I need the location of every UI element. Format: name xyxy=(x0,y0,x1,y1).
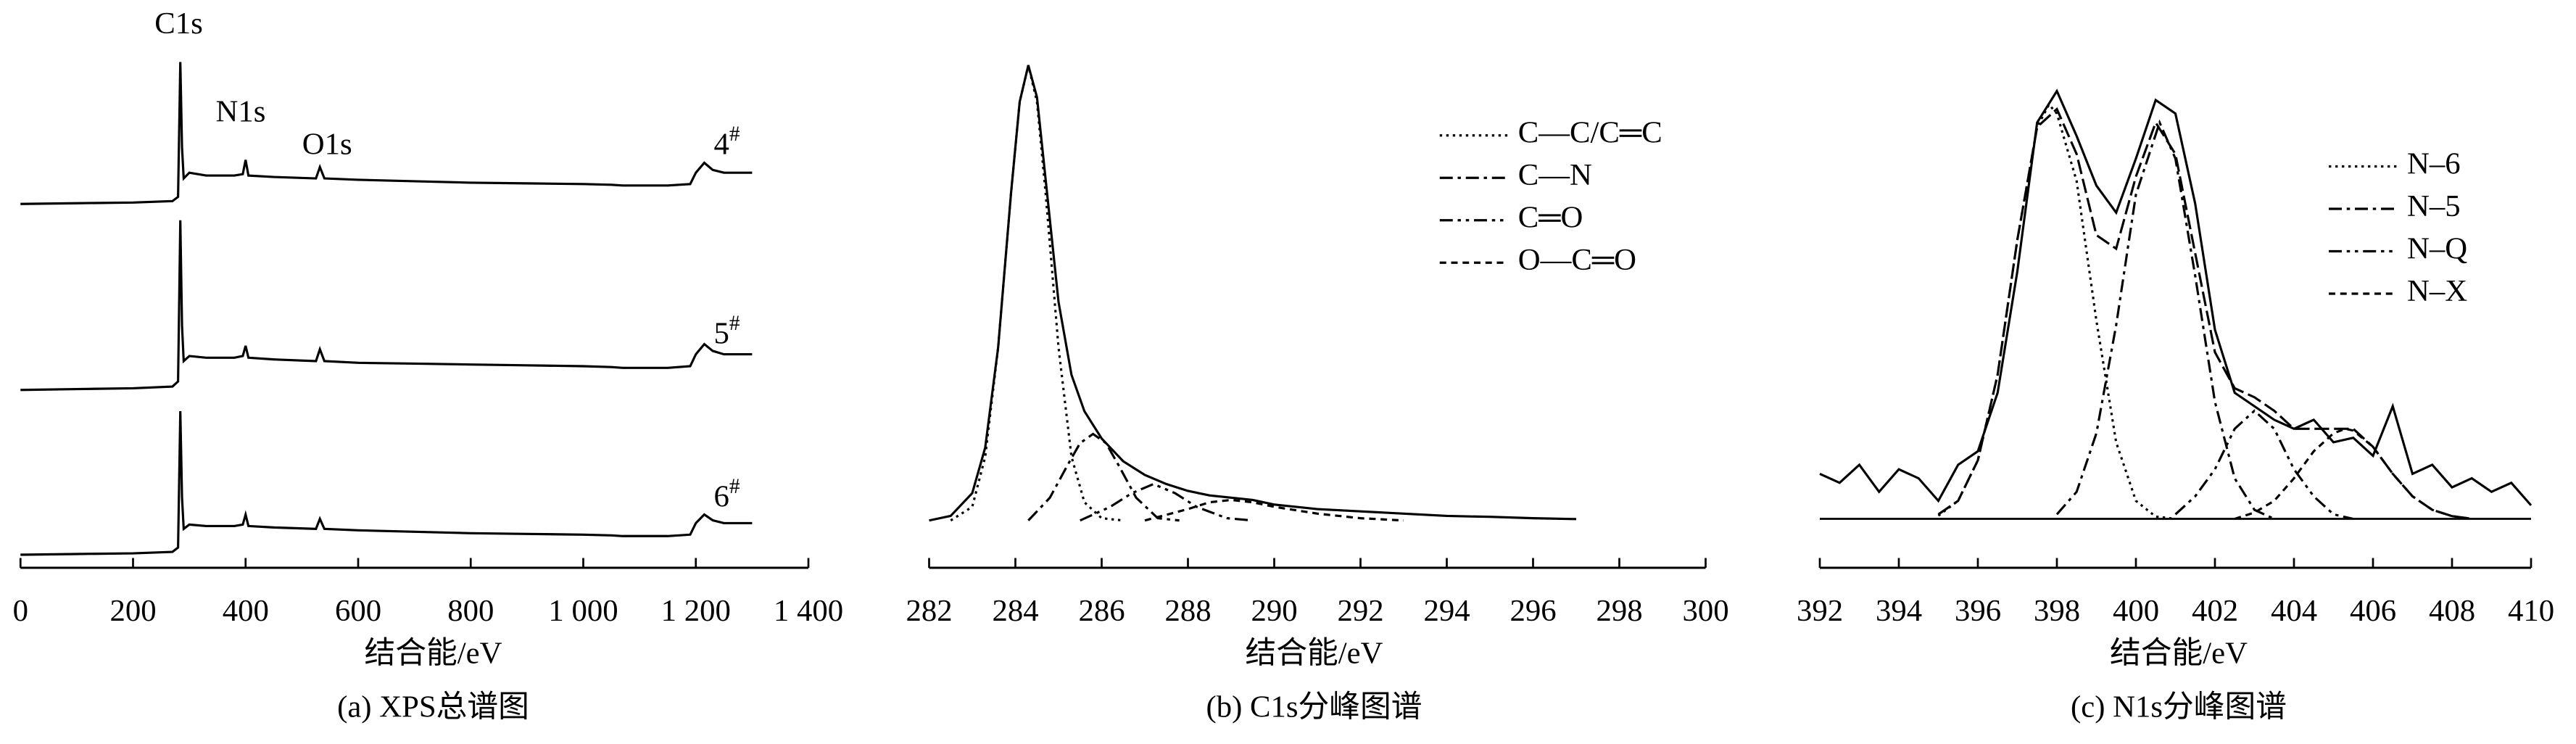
caption: (c) N1s分峰图谱 xyxy=(2071,690,2287,724)
x-tick-label: 402 xyxy=(2192,594,2238,628)
spectrum-line xyxy=(20,410,753,556)
spectrum-line xyxy=(1080,482,1253,522)
legend-label: N–Q xyxy=(2407,231,2467,265)
peak-label: O1s xyxy=(302,127,352,161)
peak-label: N1s xyxy=(216,94,266,128)
x-tick-label: 404 xyxy=(2271,594,2317,628)
legend-label: C—C/C═C xyxy=(1518,116,1662,150)
spectrum-line xyxy=(1144,498,1404,522)
spectrum-line xyxy=(1819,88,2532,506)
x-axis-label: 结合能/eV xyxy=(2110,636,2248,670)
x-tick-label: 296 xyxy=(1509,594,1556,628)
x-tick-label: 398 xyxy=(2034,594,2080,628)
series-label: 4# xyxy=(714,122,740,161)
x-tick-label: 0 xyxy=(13,594,28,628)
x-tick-label: 408 xyxy=(2429,594,2475,628)
spectrum-line xyxy=(20,220,753,392)
spectrum-line xyxy=(2055,119,2275,520)
spectrum-line xyxy=(950,65,1124,522)
x-tick-label: 396 xyxy=(1955,594,2001,628)
x-tick-label: 282 xyxy=(906,594,952,628)
x-tick-label: 800 xyxy=(447,594,494,628)
spectrum-line xyxy=(929,65,1577,522)
x-tick-label: 392 xyxy=(1797,594,1843,628)
legend-label: C═O xyxy=(1518,201,1583,235)
x-tick-label: 400 xyxy=(2113,594,2159,628)
x-axis-label: 结合能/eV xyxy=(1246,636,1383,670)
x-tick-label: 288 xyxy=(1164,594,1211,628)
spectrum-line xyxy=(2174,409,2354,521)
x-tick-label: 286 xyxy=(1078,594,1125,628)
legend-label: O—C═O xyxy=(1518,243,1636,277)
x-tick-label: 292 xyxy=(1337,594,1383,628)
x-tick-label: 290 xyxy=(1251,594,1297,628)
x-tick-label: 1 200 xyxy=(661,594,731,628)
x-tick-label: 300 xyxy=(1682,594,1728,628)
spectrum-line xyxy=(20,62,753,205)
spectrum-line xyxy=(1027,432,1180,522)
x-tick-label: 284 xyxy=(992,594,1038,628)
x-tick-label: 394 xyxy=(1876,594,1922,628)
legend-label: N–X xyxy=(2407,274,2467,308)
x-tick-label: 400 xyxy=(223,594,269,628)
series-label: 5# xyxy=(714,311,740,350)
spectrum-line xyxy=(1937,107,2472,521)
legend-label: N–6 xyxy=(2407,146,2461,181)
x-tick-label: 200 xyxy=(109,594,156,628)
x-tick-label: 1 000 xyxy=(548,594,618,628)
x-tick-label: 1 400 xyxy=(774,594,843,628)
x-tick-label: 410 xyxy=(2508,594,2554,628)
legend-label: N–5 xyxy=(2407,189,2461,223)
x-tick-label: 406 xyxy=(2350,594,2396,628)
series-label: 6# xyxy=(714,474,740,513)
x-axis-label: 结合能/eV xyxy=(365,636,502,670)
x-tick-label: 294 xyxy=(1423,594,1470,628)
x-tick-label: 298 xyxy=(1596,594,1642,628)
legend-label: C—N xyxy=(1518,158,1592,192)
spectrum-line xyxy=(2234,427,2472,521)
peak-label: C1s xyxy=(154,7,203,41)
caption: (b) C1s分峰图谱 xyxy=(1206,690,1422,724)
caption: (a) XPS总谱图 xyxy=(337,690,529,724)
x-tick-label: 600 xyxy=(335,594,381,628)
